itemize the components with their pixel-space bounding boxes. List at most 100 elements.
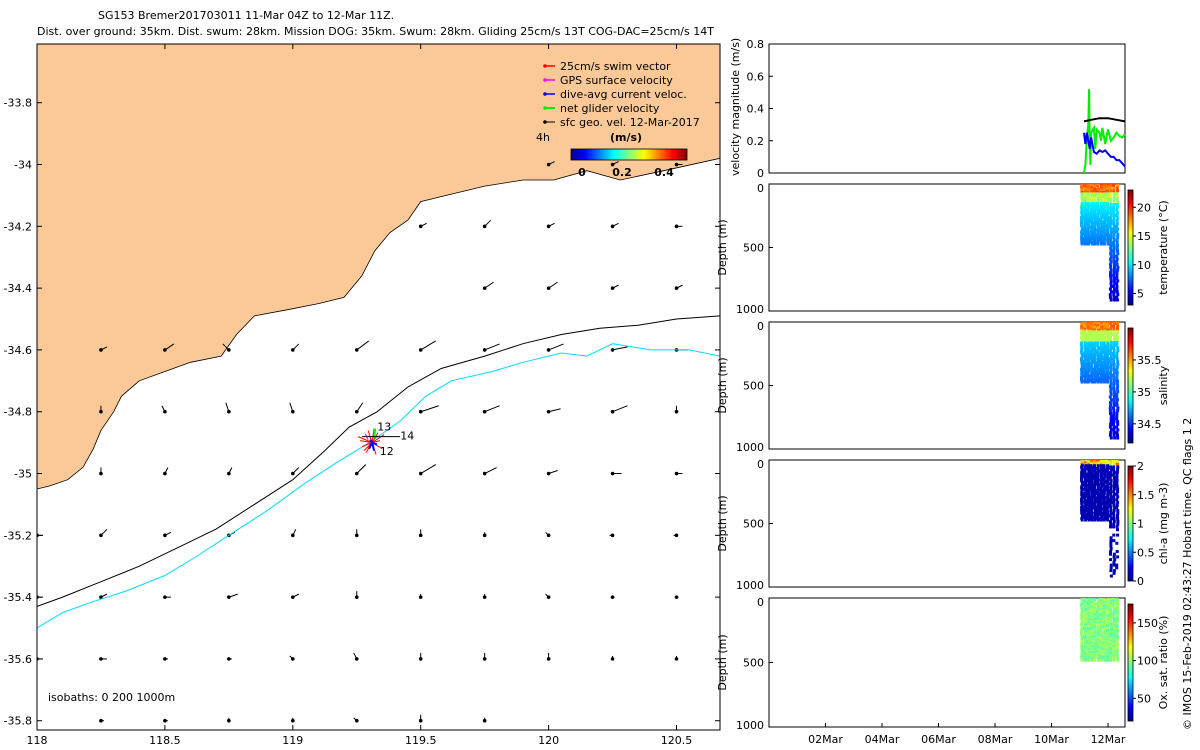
profile-point-temperature	[1116, 205, 1119, 209]
profile-point-temperature	[1102, 242, 1106, 246]
profile-panel-chla: 0 500 1000 Depth (m) 2 1.5 1 0.5 0 chl-a (mg m-3)	[716, 458, 1170, 592]
profile-point-temperature	[1108, 194, 1112, 198]
profile-point-salinity	[1115, 338, 1119, 342]
profile-point-temperature	[1115, 244, 1119, 247]
colorbar-tick-label-salinity-0: 35.5	[1137, 354, 1162, 367]
profile-point-chla	[1109, 539, 1113, 543]
imos-credit: © IMOS 15-Feb-2019 02:43:27 Hobart time.…	[1181, 418, 1194, 730]
profile-point-temperature	[1108, 295, 1112, 299]
map-y-tick-label-8: -35.4	[4, 591, 32, 604]
colorbar-tick-label-oxygen-2: 50	[1137, 692, 1151, 705]
profile-point-salinity	[1115, 414, 1119, 418]
profile-point-temperature	[1116, 293, 1120, 297]
profile-point-salinity	[1108, 401, 1112, 405]
profile-panel-temperature: 0 500 1000 Depth (m) 20 15 10 5 temperature (°C)	[716, 182, 1170, 316]
profile-y-tick-label-chla-2: 1000	[736, 579, 764, 592]
profile-point-temperature	[1109, 244, 1113, 247]
profile-point-temperature	[1116, 200, 1120, 204]
map-y-tick-label-0: -33.8	[4, 97, 32, 110]
profile-y-tick-label-salinity-2: 1000	[736, 441, 764, 454]
map-x-tick-label-1: 118.5	[149, 734, 181, 747]
profile-point-temperature	[1115, 290, 1119, 294]
geo-vector-46	[292, 529, 297, 536]
profile-point-temperature	[1116, 211, 1119, 215]
profile-point-salinity	[1108, 335, 1112, 339]
profile-point-salinity	[1109, 371, 1113, 375]
profile-point-salinity	[1115, 376, 1119, 380]
profile-point-salinity	[1115, 341, 1119, 345]
geo-vector-13	[676, 284, 683, 289]
profile-point-chla	[1116, 487, 1120, 491]
profile-point-salinity	[1113, 322, 1116, 325]
profile-point-chla	[1110, 517, 1113, 521]
geo-vector-50	[545, 531, 549, 536]
profile-point-salinity	[1109, 354, 1113, 358]
profile-point-temperature	[1108, 293, 1112, 297]
profile-point-temperature	[1110, 227, 1113, 231]
profile-point-temperature	[1109, 222, 1113, 226]
profile-point-temperature	[1109, 249, 1113, 253]
profile-point-salinity	[1116, 346, 1120, 350]
profile-point-salinity	[1109, 343, 1113, 347]
profile-point-temperature	[1116, 268, 1120, 272]
geo-vector-34	[228, 467, 233, 474]
geo-vector-30	[612, 405, 628, 413]
profile-point-chla	[1115, 498, 1119, 502]
profile-point-salinity	[1112, 403, 1116, 407]
profile-frame-oxygen	[768, 597, 1126, 728]
map-x-tick-label-2: 119	[282, 734, 303, 747]
geo-vector-29	[548, 408, 561, 413]
geo-vector-43	[100, 528, 108, 536]
profile-point-chla	[1115, 503, 1119, 507]
profile-point-salinity	[1115, 357, 1119, 361]
profile-point-temperature	[1115, 230, 1119, 234]
profile-point-chla	[1112, 503, 1116, 507]
profile-point-temperature	[1106, 242, 1110, 246]
profile-point-temperature	[1115, 219, 1119, 223]
profile-point-chla	[1115, 541, 1119, 545]
profile-point-chla	[1113, 470, 1116, 474]
profile-point-chla	[1109, 495, 1113, 499]
profile-point-salinity	[1109, 346, 1113, 350]
geo-vector-base-31	[674, 409, 679, 414]
profile-y-tick-label-chla-1: 500	[743, 518, 764, 531]
map-colorbar-gradient	[570, 148, 688, 161]
profile-point-chla	[1112, 465, 1116, 469]
dac-vector-3	[369, 439, 373, 444]
profile-point-salinity	[1112, 360, 1116, 364]
profile-point-salinity	[1116, 360, 1120, 364]
profile-point-salinity	[1115, 343, 1119, 347]
swim-vector-7	[371, 428, 375, 443]
profile-point-salinity	[1112, 327, 1116, 331]
profile-point-salinity	[1112, 379, 1116, 383]
geo-vector-3	[292, 343, 300, 351]
profile-point-chla	[1112, 514, 1116, 518]
profile-point-chla	[1106, 518, 1110, 522]
profile-point-chla	[1109, 479, 1113, 483]
profile-point-temperature	[1112, 238, 1116, 242]
profile-point-temperature	[1112, 295, 1116, 299]
profile-point-temperature	[1109, 252, 1113, 256]
profile-panel-salinity: 0 500 1000 Depth (m) 35.5 35 34.5 salinity	[716, 320, 1170, 454]
profile-point-chla	[1109, 550, 1113, 553]
map-x-tick-label-4: 120	[538, 734, 559, 747]
profile-point-temperature	[1109, 254, 1113, 258]
geo-vector-base-62	[610, 595, 615, 599]
geo-vector-8	[612, 346, 628, 351]
date-tick-label-0: 02Mar	[808, 733, 843, 746]
profile-point-salinity	[1112, 324, 1116, 328]
profile-point-chla	[1112, 555, 1116, 559]
figure-title-line1: SG153 Bremer201703011 11-Mar 04Z to 12-M…	[98, 9, 394, 22]
profile-point-oxygen	[1090, 658, 1094, 662]
profile-point-temperature	[1109, 268, 1113, 272]
dac-vector-1	[371, 442, 376, 451]
geo-vector-36	[356, 464, 367, 474]
profile-point-salinity	[1109, 431, 1113, 435]
profile-point-temperature	[1112, 219, 1116, 223]
profile-point-chla	[1115, 462, 1119, 466]
profile-point-salinity	[1113, 354, 1117, 358]
geo-vector-4	[356, 340, 370, 351]
profile-point-chla	[1112, 500, 1116, 504]
profile-data-salinity	[1080, 322, 1120, 440]
profile-point-temperature	[1112, 205, 1116, 209]
